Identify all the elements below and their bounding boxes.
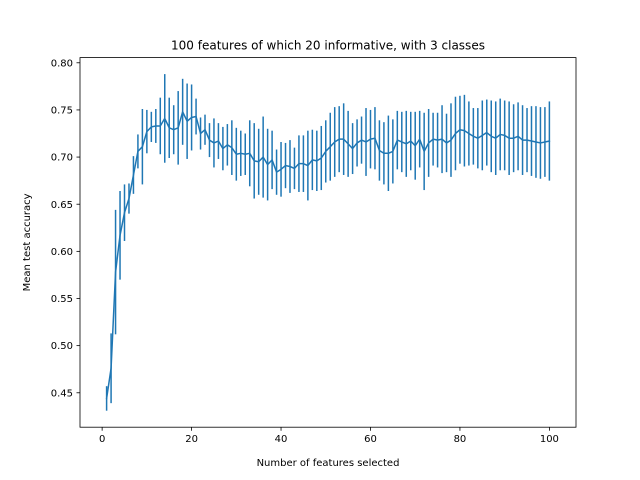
- x-tick-label: 80: [454, 434, 467, 445]
- y-tick-label: 0.65: [51, 200, 73, 211]
- y-axis-label: Mean test accuracy: [22, 193, 33, 291]
- x-axis-label: Number of features selected: [257, 458, 400, 469]
- x-tick-label: 0: [99, 434, 105, 445]
- x-tick-label: 20: [185, 434, 198, 445]
- y-tick-label: 0.70: [51, 153, 73, 164]
- y-tick-label: 0.50: [51, 341, 73, 352]
- y-tick-label: 0.60: [51, 247, 73, 258]
- y-tick-label: 0.75: [51, 106, 73, 117]
- x-tick-label: 40: [275, 434, 288, 445]
- x-tick-label: 100: [540, 434, 559, 445]
- y-tick-label: 0.45: [51, 388, 73, 399]
- y-tick-label: 0.80: [51, 58, 73, 69]
- chart-title: 100 features of which 20 informative, wi…: [171, 39, 485, 53]
- x-tick-label: 60: [364, 434, 377, 445]
- y-tick-label: 0.55: [51, 294, 73, 305]
